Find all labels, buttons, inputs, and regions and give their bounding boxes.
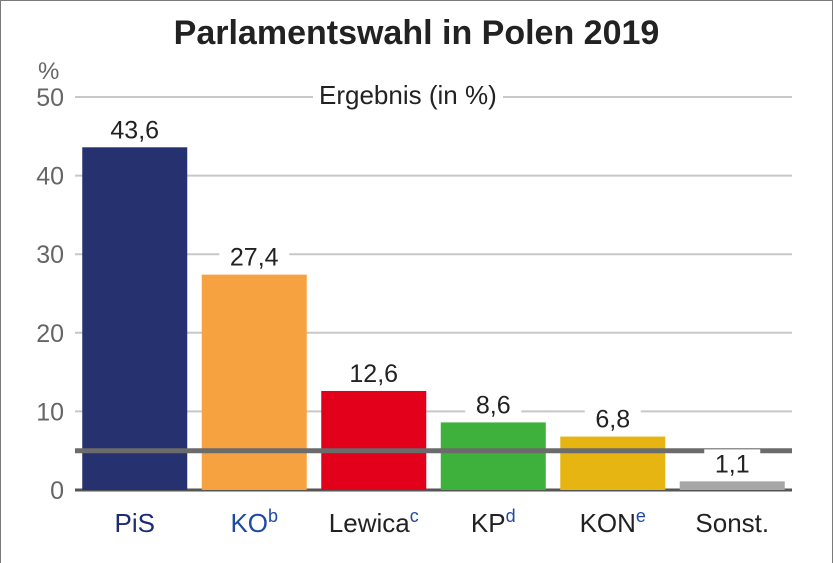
category-label: KPd	[471, 506, 516, 538]
y-axis-ticks: 0 10 20 30 40 50	[36, 84, 64, 505]
value-label: 1,1	[715, 450, 750, 478]
bars	[82, 147, 785, 490]
value-label-bg	[584, 404, 641, 433]
value-label-bg	[219, 242, 290, 271]
value-label-bg	[99, 115, 170, 144]
value-label-bg	[704, 449, 761, 478]
y-tick-label: 20	[36, 320, 64, 348]
value-label: 43,6	[110, 116, 159, 144]
y-tick-label: 10	[36, 398, 64, 426]
category-labels: PiS KOb Lewicac KPd KONe Sonst.	[115, 506, 770, 538]
y-tick-label: 30	[36, 241, 64, 269]
value-labels: 43,6 27,4 12,6 8,6 6,8 1,1	[99, 115, 761, 478]
y-tick-label: 40	[36, 163, 64, 191]
bar	[440, 422, 546, 490]
value-label: 12,6	[349, 360, 398, 388]
chart-title: Parlamentswahl in Polen 2019	[173, 14, 660, 52]
y-axis-unit-label: %	[38, 58, 60, 85]
category-label: KOb	[230, 506, 278, 538]
bar	[560, 436, 666, 490]
category-label: PiS	[115, 508, 155, 538]
category-label: KONe	[580, 506, 646, 538]
value-label: 8,6	[476, 391, 511, 419]
bar	[679, 481, 785, 490]
category-label: Sonst.	[695, 508, 769, 538]
bar	[82, 147, 188, 490]
chart-subtitle: Ergebnis (in %)	[313, 80, 503, 111]
gridlines	[75, 96, 792, 492]
bar	[321, 390, 427, 490]
value-label: 6,8	[595, 406, 630, 434]
y-tick-label: 0	[50, 477, 64, 505]
category-label: Lewicac	[329, 506, 419, 538]
value-label-bg	[465, 390, 522, 419]
value-label-bg	[338, 358, 409, 387]
value-label: 27,4	[230, 244, 279, 272]
y-tick-label: 50	[36, 84, 64, 112]
bar	[201, 274, 307, 490]
